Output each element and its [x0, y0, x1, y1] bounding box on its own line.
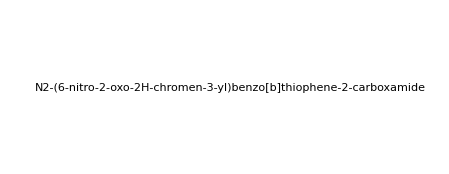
Text: N2-(6-nitro-2-oxo-2H-chromen-3-yl)benzo[b]thiophene-2-carboxamide: N2-(6-nitro-2-oxo-2H-chromen-3-yl)benzo[…: [35, 83, 426, 93]
